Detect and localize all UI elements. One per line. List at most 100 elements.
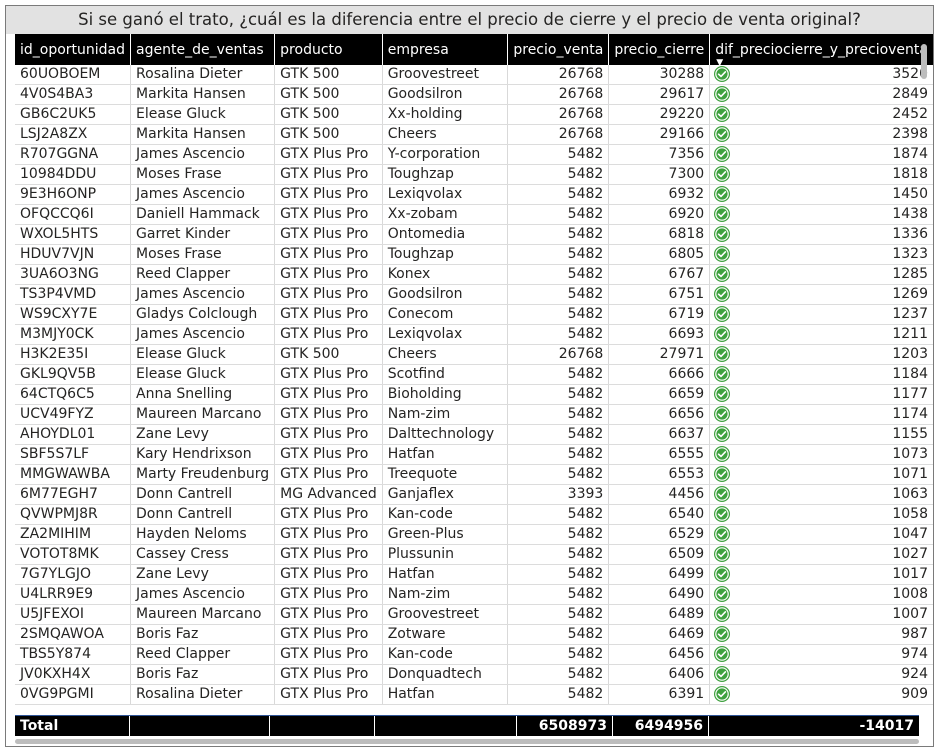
cell-id: 6M77EGH7 [15, 484, 132, 505]
table-row[interactable]: GB6C2UK5 Elease Gluck GTK 500 Xx-holding 267… [15, 104, 933, 125]
cell-producto: GTX Plus Pro [274, 544, 383, 565]
cell-dif: 1027 [709, 544, 933, 565]
cell-empresa: Scotfind [382, 364, 509, 385]
cell-dif: 1058 [709, 504, 933, 525]
cell-dif-value: 1155 [892, 426, 928, 442]
table-row[interactable]: VOTOT8MK Cassey Cress GTX Plus Pro Plussuni… [15, 544, 933, 565]
vertical-scrollbar[interactable] [921, 44, 927, 79]
table-row[interactable]: 0VG9PGMI Rosalina Dieter GTX Plus Pro Hatfa… [15, 684, 933, 705]
cell-dif-value: 974 [901, 646, 928, 662]
cell-producto: GTX Plus Pro [274, 564, 383, 585]
cell-dif: 974 [709, 644, 933, 665]
cell-dif-value: 1007 [892, 606, 928, 622]
column-header-dif[interactable]: dif_preciocierre_y_precioventa ▼ [709, 34, 933, 65]
table-row[interactable]: JV0KXH4X Boris Faz GTX Plus Pro Donquadtech… [15, 664, 933, 685]
table-row[interactable]: 3UA6O3NG Reed Clapper GTX Plus Pro Konex 548… [15, 264, 933, 285]
cell-precio-venta: 26768 [507, 84, 610, 105]
cell-dif: 1047 [709, 524, 933, 545]
check-circle-icon [714, 446, 731, 462]
cell-empresa: Lexiqvolax [382, 184, 509, 205]
cell-id: R707GGNA [15, 144, 132, 165]
cell-dif: 1174 [709, 404, 933, 425]
cell-producto: GTX Plus Pro [274, 644, 383, 665]
check-circle-icon [714, 326, 731, 342]
table-row[interactable]: 6M77EGH7 Donn Cantrell MG Advanced Ganjafle… [15, 484, 933, 505]
check-circle-icon [714, 186, 731, 202]
table-row[interactable]: SBF5S7LF Kary Hendrixson GTX Plus Pro Hatfa… [15, 444, 933, 465]
cell-empresa: Ontomedia [382, 224, 509, 245]
cell-id: HDUV7VJN [15, 244, 132, 265]
table-row[interactable]: WXOL5HTS Garret Kinder GTX Plus Pro Ontomed… [15, 224, 933, 245]
table-row[interactable]: 64CTQ6C5 Anna Snelling GTX Plus Pro Biohold… [15, 384, 933, 405]
table-row[interactable]: HDUV7VJN Moses Frase GTX Plus Pro Toughzap 5… [15, 244, 933, 265]
table-row[interactable]: TBS5Y874 Reed Clapper GTX Plus Pro Kan-code… [15, 644, 933, 665]
table-row[interactable]: LSJ2A8ZX Markita Hansen GTK 500 Cheers 26768… [15, 124, 933, 145]
table-row[interactable]: OFQCCQ6I Daniell Hammack GTX Plus Pro Xx-zo… [15, 204, 933, 225]
table-row[interactable]: TS3P4VMD James Ascencio GTX Plus Pro Goodsi… [15, 284, 933, 305]
cell-agente: Marty Freudenburg [130, 464, 276, 485]
table-row[interactable]: 2SMQAWOA Boris Faz GTX Plus Pro Zotware 5482… [15, 624, 933, 645]
cell-dif: 1438 [709, 204, 933, 225]
horizontal-scrollbar[interactable] [15, 739, 919, 744]
table-row[interactable]: 7G7YLGJO Zane Levy GTX Plus Pro Hatfan 5482 6… [15, 564, 933, 585]
check-circle-icon [714, 426, 731, 442]
cell-precio-cierre: 6406 [608, 664, 711, 685]
column-header-empresa[interactable]: empresa [381, 34, 508, 65]
table-row[interactable]: H3K2E35I Elease Gluck GTK 500 Cheers 26768 27… [15, 344, 933, 365]
cell-precio-venta: 26768 [507, 65, 610, 85]
cell-dif-value: 2398 [892, 126, 928, 142]
table-row[interactable]: U5JFEXOI Maureen Marcano GTX Plus Pro Groov… [15, 604, 933, 625]
table-row[interactable]: QVWPMJ8R Donn Cantrell GTX Plus Pro Kan-cod… [15, 504, 933, 525]
cell-dif: 2452 [709, 104, 933, 125]
cell-precio-venta: 5482 [507, 244, 610, 265]
column-header-id[interactable]: id_oportunidad [15, 34, 131, 65]
cell-producto: GTX Plus Pro [274, 184, 383, 205]
cell-precio-cierre: 6391 [608, 684, 711, 705]
check-circle-icon [714, 306, 731, 322]
cell-producto: GTX Plus Pro [274, 684, 383, 705]
cell-id: MMGWAWBA [15, 464, 132, 485]
cell-empresa: Goodsilron [382, 284, 509, 305]
cell-dif-value: 1269 [892, 286, 928, 302]
table-visual: Si se ganó el trato, ¿cuál es la diferen… [5, 5, 934, 747]
cell-producto: GTK 500 [274, 124, 383, 145]
cell-agente: James Ascencio [130, 584, 276, 605]
table-row[interactable]: 60UOBOEM Rosalina Dieter GTK 500 Groovestre… [15, 65, 933, 85]
table-row[interactable]: 10984DDU Moses Frase GTX Plus Pro Toughzap 5… [15, 164, 933, 185]
totals-precio-venta: 6508973 [516, 716, 612, 736]
table-row[interactable]: ZA2MIHIM Hayden Neloms GTX Plus Pro Green-P… [15, 524, 933, 545]
table-row[interactable]: UCV49FYZ Maureen Marcano GTX Plus Pro Nam-z… [15, 404, 933, 425]
cell-agente: Zane Levy [130, 424, 276, 445]
cell-precio-venta: 5482 [507, 604, 610, 625]
cell-agente: Garret Kinder [130, 224, 276, 245]
table-row[interactable]: U4LRR9E9 James Ascencio GTX Plus Pro Nam-zi… [15, 584, 933, 605]
table-row[interactable]: 4V0S4BA3 Markita Hansen GTK 500 Goodsilron 2… [15, 84, 933, 105]
table-row[interactable]: M3MJY0CK James Ascencio GTX Plus Pro Lexiqv… [15, 324, 933, 345]
column-header-producto[interactable]: producto [274, 34, 383, 65]
cell-dif-value: 1203 [892, 346, 928, 362]
table-row[interactable]: R707GGNA James Ascencio GTX Plus Pro Y-corp… [15, 144, 933, 165]
cell-precio-cierre: 29220 [608, 104, 711, 125]
check-circle-icon [714, 66, 731, 82]
cell-producto: GTK 500 [274, 344, 383, 365]
table-row[interactable]: WS9CXY7E Gladys Colclough GTX Plus Pro Cone… [15, 304, 933, 325]
cell-empresa: Ganjaflex [382, 484, 509, 505]
column-header-precio-cierre[interactable]: precio_cierre [608, 34, 710, 65]
cell-agente: Elease Gluck [130, 344, 276, 365]
cell-agente: Zane Levy [130, 564, 276, 585]
cell-empresa: Toughzap [382, 164, 509, 185]
column-header-precio-venta[interactable]: precio_venta [507, 34, 609, 65]
check-circle-icon [714, 666, 731, 682]
table-row[interactable]: 9E3H6ONP James Ascencio GTX Plus Pro Lexiqv… [15, 184, 933, 205]
cell-dif: 924 [709, 664, 933, 685]
cell-precio-venta: 26768 [507, 104, 610, 125]
table-row[interactable]: MMGWAWBA Marty Freudenburg GTX Plus Pro Tre… [15, 464, 933, 485]
column-header-agente[interactable]: agente_de_ventas [130, 34, 275, 65]
table-row[interactable]: AHOYDL01 Zane Levy GTX Plus Pro Dalttechnol… [15, 424, 933, 445]
cell-dif-value: 1017 [892, 566, 928, 582]
table-row[interactable]: GKL9QV5B Elease Gluck GTX Plus Pro Scotfind… [15, 364, 933, 385]
cell-agente: Rosalina Dieter [130, 65, 276, 85]
cell-precio-venta: 5482 [507, 184, 610, 205]
cell-agente: Daniell Hammack [130, 204, 276, 225]
cell-precio-cierre: 6456 [608, 644, 711, 665]
